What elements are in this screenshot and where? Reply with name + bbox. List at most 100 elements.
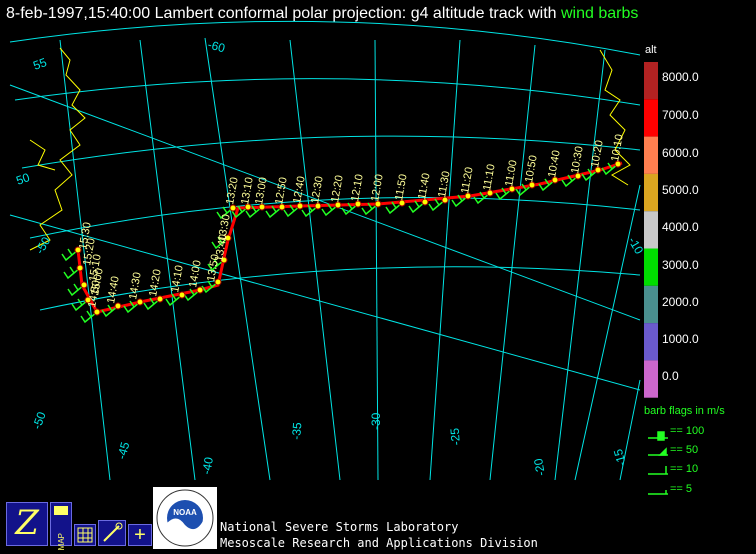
grid-icon — [77, 527, 93, 543]
colorbar-segment — [644, 248, 658, 286]
track-point — [76, 264, 84, 272]
track-point — [244, 203, 252, 211]
track-point — [156, 295, 164, 303]
coastline-iceland — [599, 49, 631, 186]
wind-barb — [101, 304, 119, 318]
track-point — [551, 176, 559, 184]
wind-barb — [361, 202, 379, 216]
wind-barb — [165, 293, 183, 307]
latitude-line — [29, 197, 641, 239]
add-button[interactable]: + — [128, 524, 152, 546]
map-button-label: MAP — [56, 533, 66, 551]
wind-barb — [265, 205, 283, 219]
time-label: 10:40 — [546, 149, 563, 178]
colorbar-segment — [644, 173, 658, 212]
time-label: 11:10 — [481, 163, 497, 191]
time-label: 12:00 — [369, 173, 386, 202]
wind-barb — [201, 280, 219, 294]
track-point — [80, 281, 88, 289]
track-point — [574, 172, 582, 180]
coastline-greenland — [29, 139, 56, 171]
track-point — [398, 199, 406, 207]
track-point — [421, 198, 429, 206]
colorbar-segment — [644, 360, 658, 398]
colorbar-tick: 3000.0 — [662, 258, 699, 272]
wind-barb — [321, 203, 339, 217]
time-label: 10:30 — [569, 145, 586, 174]
track-point — [178, 291, 186, 299]
noaa-logo: NOAA — [153, 487, 217, 549]
longitude-line — [59, 39, 111, 481]
wind-barb — [61, 248, 79, 262]
colorbar-tick: 5000.0 — [662, 183, 699, 197]
grid-button[interactable] — [74, 524, 96, 546]
colorbar-tick: 2000.0 — [662, 295, 699, 309]
time-label: 13:30 — [216, 213, 233, 242]
time-label: 12:30 — [309, 175, 326, 204]
wind-barb — [216, 206, 234, 220]
wind-barb — [408, 200, 426, 214]
track-point — [74, 246, 82, 254]
wind-barb — [451, 194, 469, 208]
wind-barb — [515, 183, 533, 197]
time-label: 14:40 — [105, 275, 122, 304]
track-point — [214, 278, 222, 286]
longitude-line — [9, 84, 641, 321]
track-point — [441, 196, 449, 204]
coastline-greenland — [29, 47, 86, 251]
time-label: 14:00 — [187, 259, 204, 288]
map-button[interactable]: MAP — [50, 502, 72, 550]
flight-track — [76, 161, 623, 314]
time-label: 13:20 — [224, 176, 241, 205]
wind-barb — [473, 191, 491, 205]
track-point — [278, 203, 286, 211]
track-point — [354, 200, 362, 208]
track-point — [258, 203, 266, 211]
zoom-button[interactable]: Z — [6, 502, 48, 546]
time-label: 11:50 — [393, 173, 409, 201]
wind-barb — [207, 258, 225, 272]
wind-barbs — [61, 162, 619, 324]
time-label: 11:30 — [436, 170, 452, 198]
draw-button[interactable] — [98, 520, 126, 546]
time-label: 11:20 — [459, 166, 475, 194]
longitude-line — [619, 379, 641, 481]
lon-label: -50 — [30, 410, 49, 431]
wind-barb — [143, 297, 161, 311]
barb-legend-glyphs — [648, 431, 668, 495]
track-points — [74, 160, 622, 316]
time-label: 14:10 — [169, 264, 186, 293]
graticule — [9, 20, 641, 481]
track-point — [528, 181, 536, 189]
time-label: 14:50 — [86, 279, 103, 308]
lon-label: -15 — [611, 447, 629, 468]
longitude-line — [289, 39, 341, 481]
colorbar-tick: 4000.0 — [662, 220, 699, 234]
barb-legend-item: == 5 — [670, 483, 693, 495]
wind-barb — [428, 198, 446, 212]
wind-barb — [385, 201, 403, 215]
lon-label: -40 — [199, 456, 216, 476]
latitude-line — [39, 266, 641, 311]
time-label: 13:10 — [239, 176, 256, 205]
footer-line-1: National Severe Storms Laboratory — [220, 520, 459, 534]
time-label: 10:20 — [589, 139, 606, 168]
time-label: 11:00 — [503, 159, 519, 187]
wind-barb — [67, 283, 85, 297]
wind-barb — [63, 266, 81, 280]
lat-label: 50 — [14, 170, 32, 188]
map-title: 8-feb-1997,15:40:00 Lambert conformal po… — [6, 5, 639, 22]
time-label: 13:00 — [253, 176, 270, 205]
lon-label: -45 — [114, 440, 132, 461]
barb-legend-item: == 100 — [670, 425, 705, 437]
track-point — [296, 202, 304, 210]
longitude-line — [429, 39, 461, 481]
time-label: 10:10 — [609, 133, 626, 162]
track-point — [84, 296, 92, 304]
time-label: 13:50 — [205, 253, 222, 282]
time-label: 12:10 — [349, 173, 366, 202]
svg-text:NOAA: NOAA — [173, 508, 197, 517]
time-label: 13:40 — [213, 233, 230, 262]
track-point — [486, 189, 494, 197]
